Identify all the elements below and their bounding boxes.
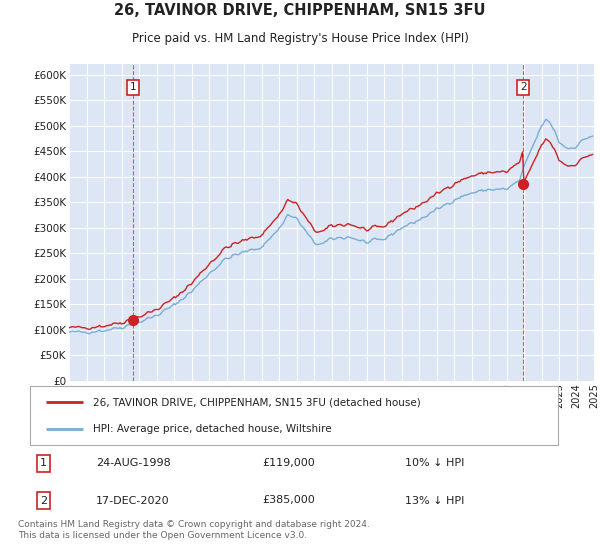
Text: 1: 1: [130, 82, 136, 92]
Text: Contains HM Land Registry data © Crown copyright and database right 2024.
This d: Contains HM Land Registry data © Crown c…: [18, 520, 370, 539]
Text: £385,000: £385,000: [262, 496, 314, 506]
Text: 26, TAVINOR DRIVE, CHIPPENHAM, SN15 3FU: 26, TAVINOR DRIVE, CHIPPENHAM, SN15 3FU: [114, 3, 486, 18]
Text: 13% ↓ HPI: 13% ↓ HPI: [406, 496, 465, 506]
Text: 1: 1: [40, 459, 47, 468]
Text: 24-AUG-1998: 24-AUG-1998: [96, 459, 171, 468]
Text: 26, TAVINOR DRIVE, CHIPPENHAM, SN15 3FU (detached house): 26, TAVINOR DRIVE, CHIPPENHAM, SN15 3FU …: [94, 397, 421, 407]
Text: 2: 2: [520, 82, 527, 92]
Text: HPI: Average price, detached house, Wiltshire: HPI: Average price, detached house, Wilt…: [94, 424, 332, 435]
Text: 17-DEC-2020: 17-DEC-2020: [96, 496, 170, 506]
Text: Price paid vs. HM Land Registry's House Price Index (HPI): Price paid vs. HM Land Registry's House …: [131, 32, 469, 45]
Text: £119,000: £119,000: [262, 459, 314, 468]
Text: 2: 2: [40, 496, 47, 506]
Text: 10% ↓ HPI: 10% ↓ HPI: [406, 459, 465, 468]
FancyBboxPatch shape: [30, 386, 558, 445]
